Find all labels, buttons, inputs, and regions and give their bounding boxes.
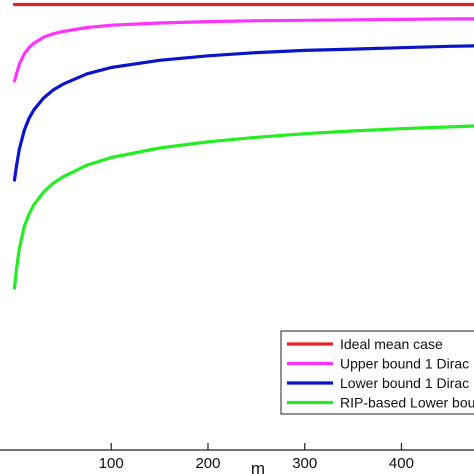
x-tick-label: 200: [195, 455, 220, 472]
series-line-3: [12, 124, 474, 290]
legend-label: Ideal mean case: [340, 336, 443, 352]
x-tick-label: 300: [292, 455, 317, 472]
x-axis-label: m: [251, 459, 265, 474]
legend-label: RIP-based Lower bound: [340, 395, 474, 411]
series-layer: [12, 2, 474, 290]
x-tick-label: 100: [99, 455, 124, 472]
x-axis-ticks: 100 200 300 400: [99, 443, 414, 472]
legend-label: Lower bound 1 Dirac: [340, 375, 469, 391]
series-line-1: [12, 17, 474, 83]
legend: Ideal mean case Upper bound 1 Dirac Lower …: [280, 330, 474, 415]
legend-label: Upper bound 1 Dirac: [340, 356, 469, 372]
series-line-2: [12, 44, 474, 182]
x-tick-label: 400: [389, 455, 414, 472]
